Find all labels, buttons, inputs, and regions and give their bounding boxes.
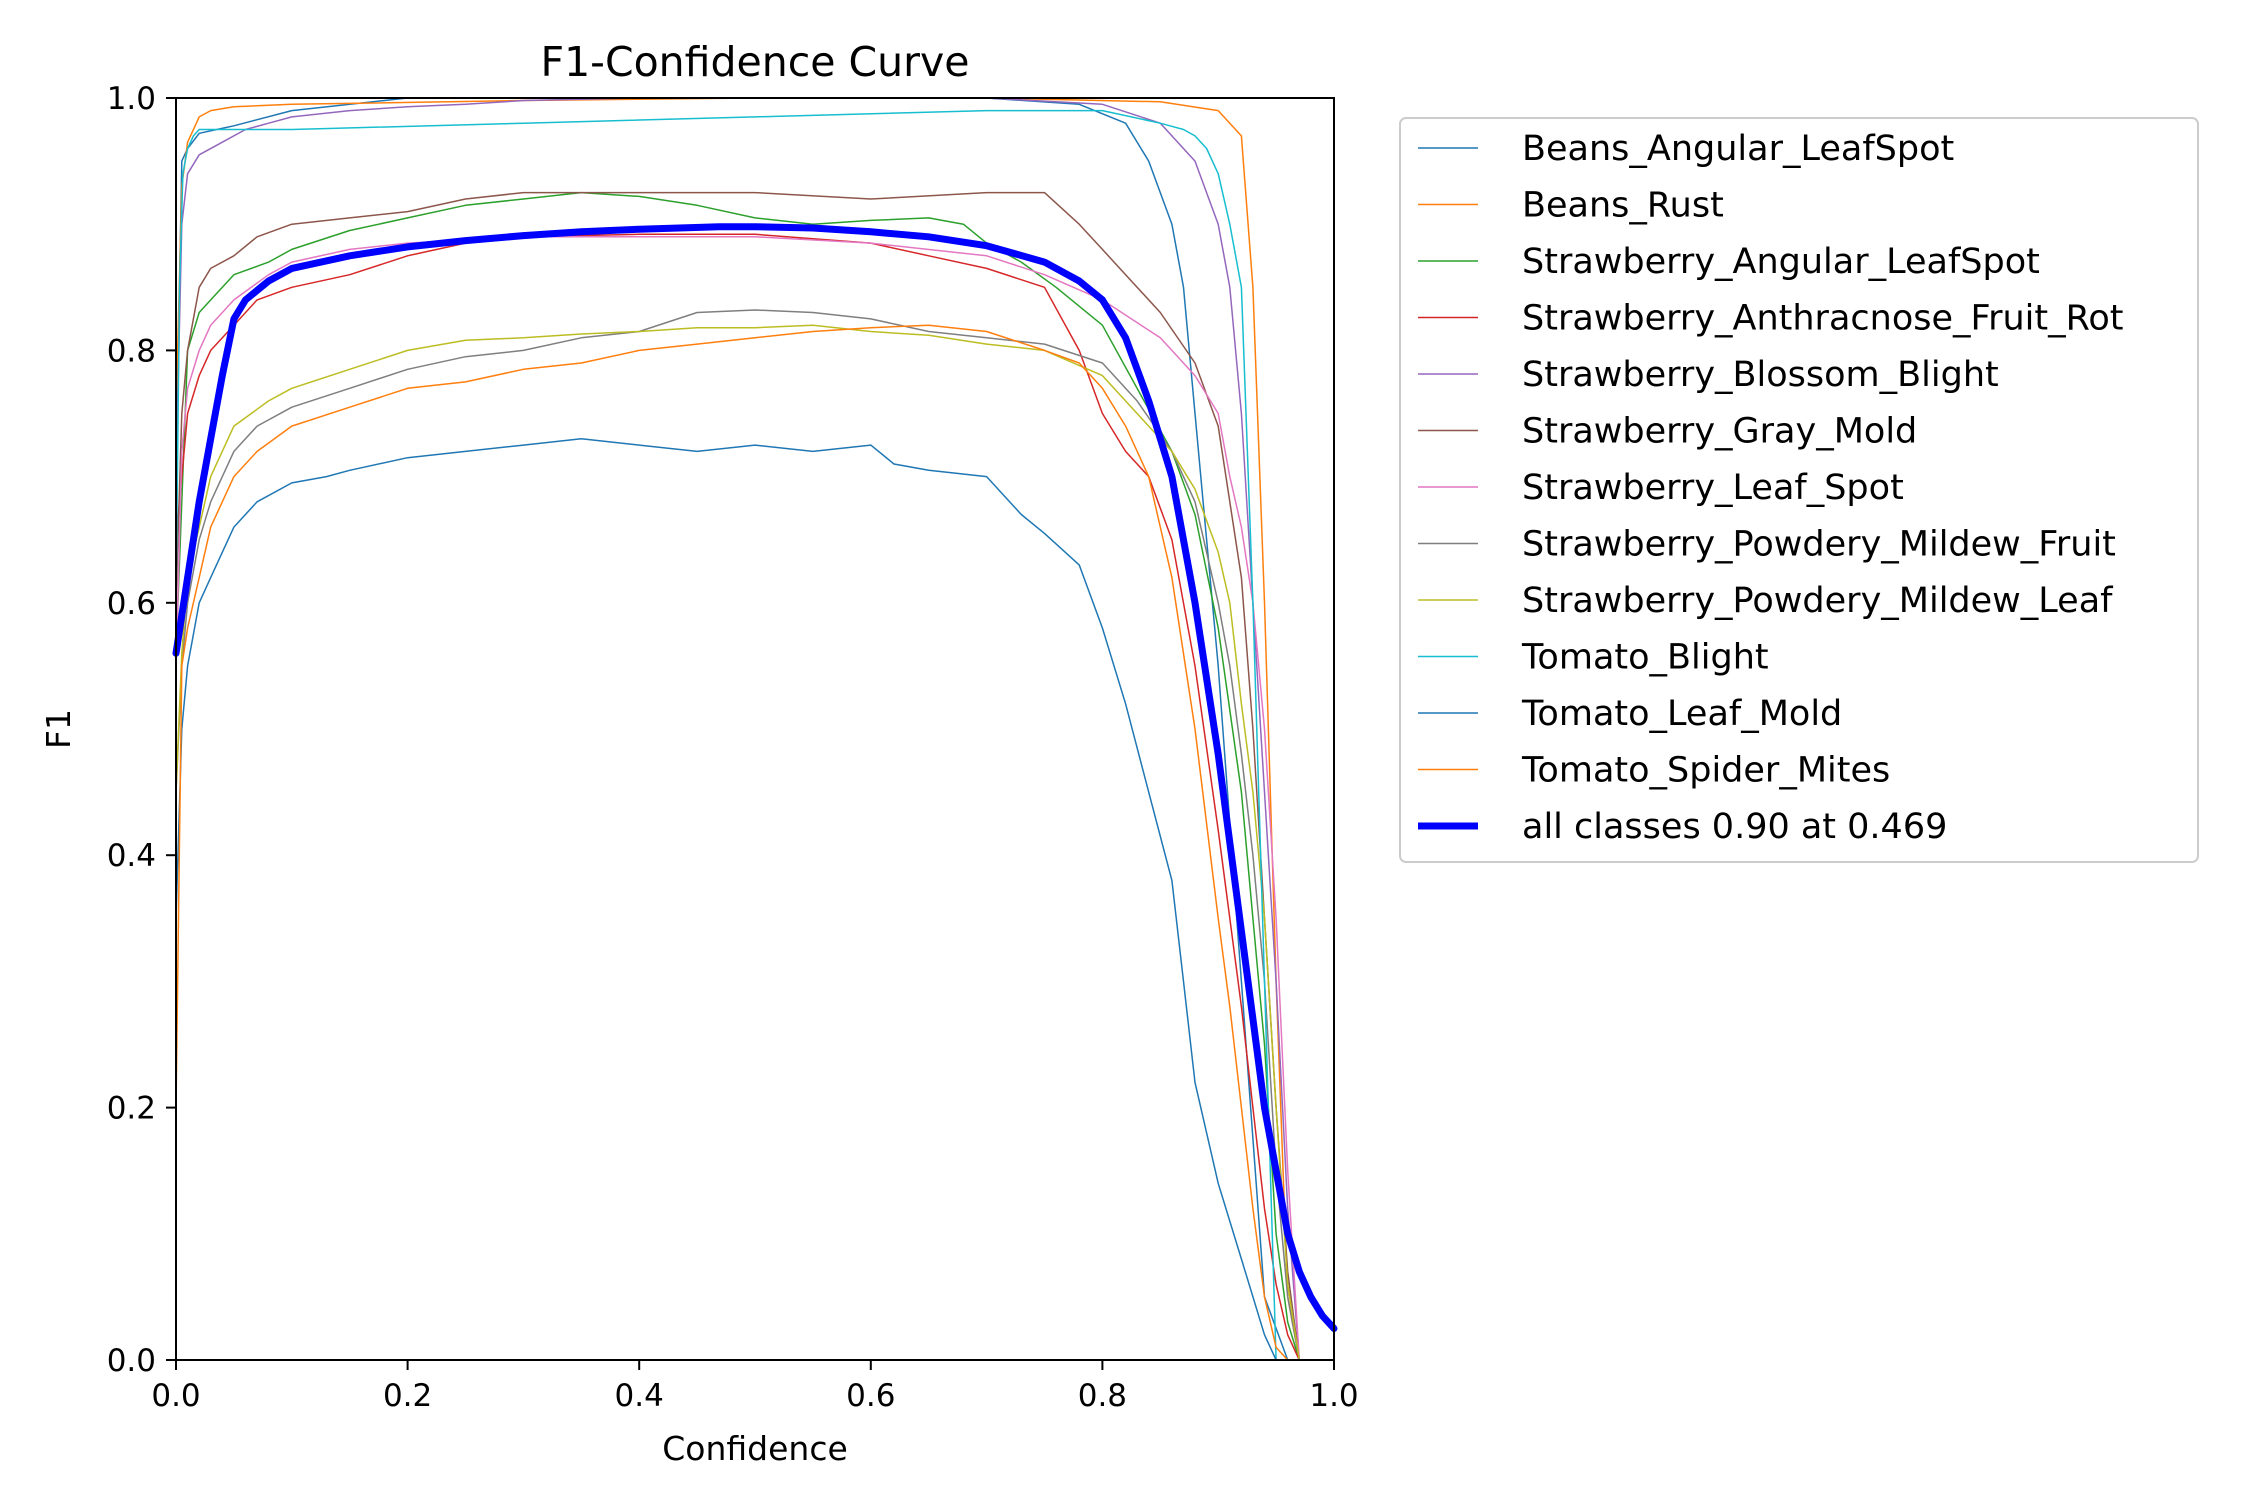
y-axis: 0.0 0.2 0.4 0.6 0.8 1.0 [107,81,176,1379]
x-tick-label-5: 1.0 [1309,1378,1358,1414]
x-tick-label-0: 0.0 [151,1378,200,1414]
y-tick-label-3: 0.6 [107,586,156,622]
legend-label-1: Beans_Rust [1522,186,1724,226]
x-axis: 0.0 0.2 0.4 0.6 0.8 1.0 [151,1360,1359,1414]
plot-frame [175,97,1335,1361]
y-tick-label-1: 0.2 [107,1091,156,1127]
legend-label-6: Strawberry_Leaf_Spot [1522,468,1904,508]
legend-label-8: Strawberry_Powdery_Mildew_Leaf [1522,581,2113,621]
x-tick-label-3: 0.6 [846,1378,895,1414]
x-tick-label-2: 0.4 [615,1378,664,1414]
series-line-6 [175,236,1301,1361]
y-axis-label: F1 [39,709,78,749]
series-line-3 [175,233,1301,1361]
legend-label-5: Strawberry_Gray_Mold [1522,412,1917,452]
legend-label-10: Tomato_Leaf_Mold [1521,694,1842,734]
series-line-12 [172,223,1338,1332]
chart-title: F1-Confidence Curve [541,38,970,86]
legend-label-7: Strawberry_Powdery_Mildew_Fruit [1522,525,2116,565]
legend-label-9: Tomato_Blight [1521,638,1769,678]
series-line-8 [175,324,1301,1361]
plot-area [172,97,1338,1361]
x-tick-label-1: 0.2 [383,1378,432,1414]
y-tick-label-5: 1.0 [107,81,156,117]
series-line-7 [175,309,1301,1361]
legend: Beans_Angular_LeafSpot Beans_Rust Strawber… [1399,117,2199,863]
x-tick-label-4: 0.8 [1078,1378,1127,1414]
legend-label-11: Tomato_Spider_Mites [1521,751,1890,791]
legend-label-2: Strawberry_Angular_LeafSpot [1522,242,2040,282]
legend-label-4: Strawberry_Blossom_Blight [1522,355,1999,395]
legend-label-0: Beans_Angular_LeafSpot [1522,129,1954,169]
legend-box [1399,117,2199,863]
series-line-5 [175,191,1301,1361]
y-tick-label-0: 0.0 [107,1343,156,1379]
series-line-9 [175,109,1277,1361]
series-line-11 [175,324,1289,1361]
series-line-2 [175,191,1301,1361]
series-line-10 [175,437,1289,1361]
legend-label-3: Strawberry_Anthracnose_Fruit_Rot [1522,299,2124,339]
legend-label-12: all classes 0.90 at 0.469 [1522,807,1947,847]
y-tick-label-4: 0.8 [107,333,156,369]
x-axis-label: Confidence [662,1429,848,1468]
y-tick-label-2: 0.4 [107,838,156,874]
